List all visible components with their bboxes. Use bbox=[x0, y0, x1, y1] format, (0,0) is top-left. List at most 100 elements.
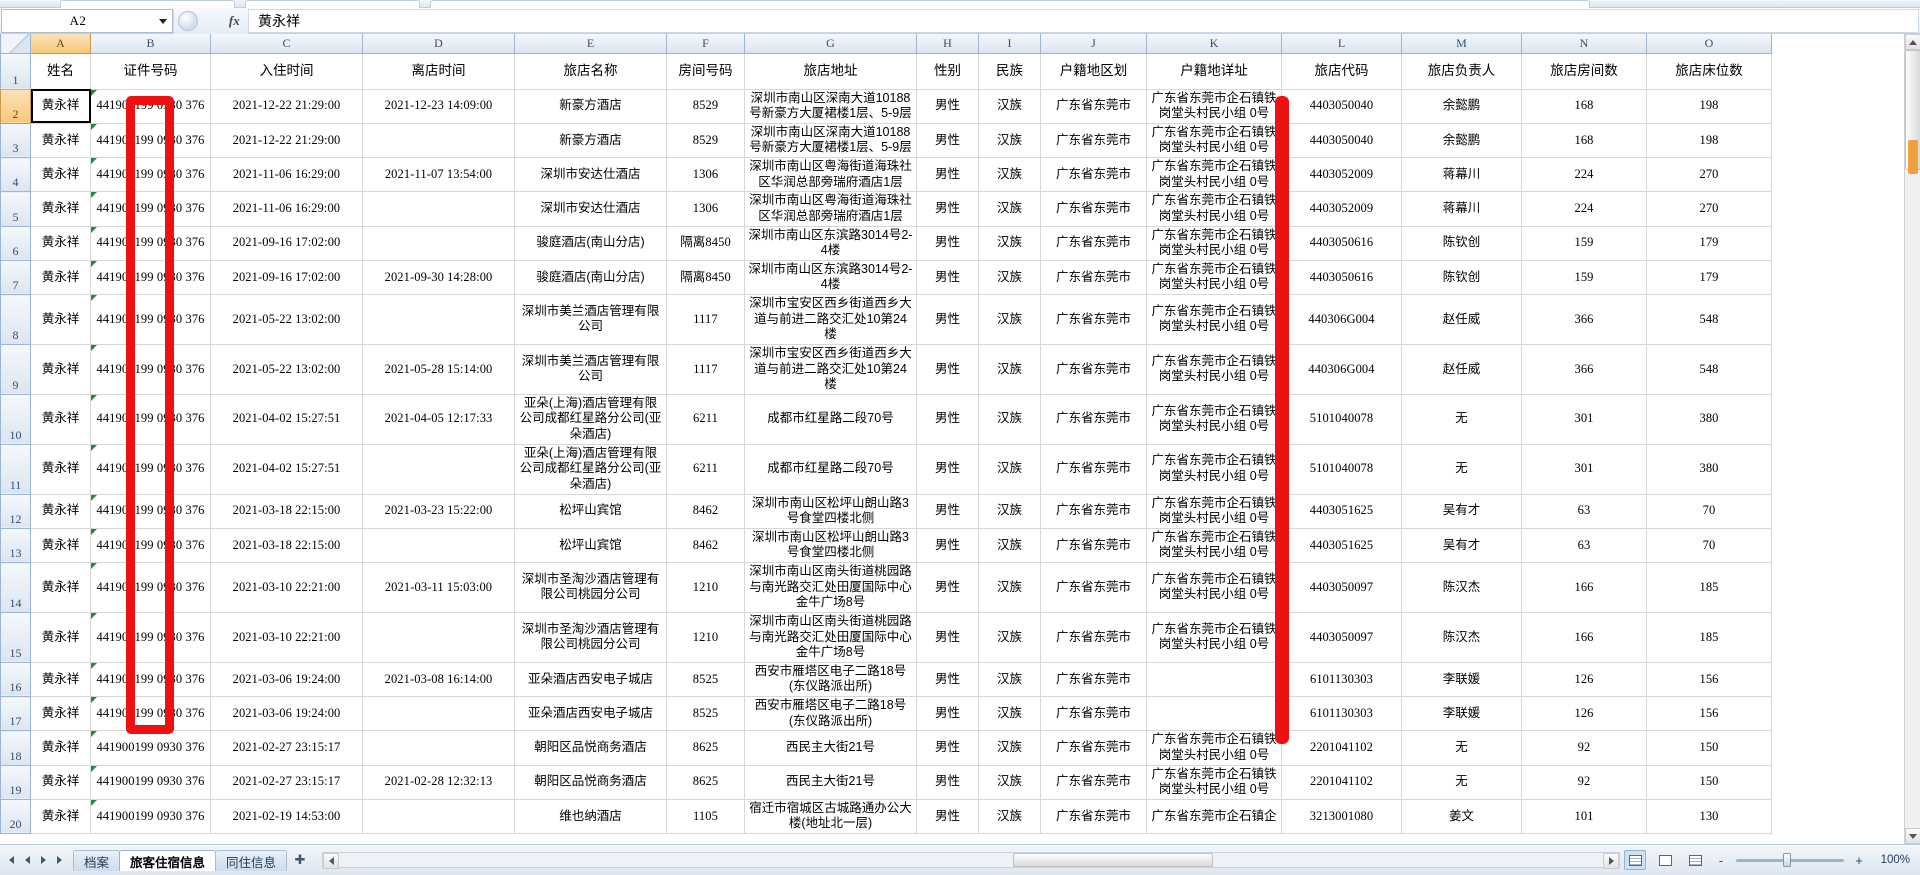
table-row[interactable]: 7 黄永祥 441900199 0930 376 2021-09-16 17:02:0… bbox=[0, 259, 1772, 296]
cell-K7[interactable]: 广东省东莞市企石镇铁岗堂头村民小组 0号 bbox=[1146, 259, 1282, 296]
cell-D10[interactable]: 2021-04-05 12:17:33 bbox=[362, 393, 515, 445]
cell-H3[interactable]: 男性 bbox=[916, 122, 979, 159]
header-cell-N[interactable]: 旅店房间数 bbox=[1521, 52, 1647, 90]
header-cell-D[interactable]: 离店时间 bbox=[362, 52, 515, 90]
cell-J9[interactable]: 广东省东莞市 bbox=[1040, 343, 1147, 395]
table-row[interactable]: 18 黄永祥 441900199 0930 376 2021-02-27 23:15:… bbox=[0, 730, 1772, 766]
cell-B8[interactable]: 441900199 0930 376 bbox=[90, 294, 211, 345]
cell-K8[interactable]: 广东省东莞市企石镇铁岗堂头村民小组 0号 bbox=[1146, 294, 1282, 345]
cell-F13[interactable]: 8462 bbox=[666, 527, 745, 564]
table-row[interactable]: 6 黄永祥 441900199 0930 376 2021-09-16 17:02:0… bbox=[0, 225, 1772, 261]
cell-J8[interactable]: 广东省东莞市 bbox=[1040, 294, 1147, 345]
vertical-scrollbar[interactable] bbox=[1904, 34, 1920, 844]
cell-M15[interactable]: 陈汉杰 bbox=[1401, 611, 1522, 663]
cell-G2[interactable]: 深圳市南山区深南大道10188号新豪方大厦裙楼1层、5-9层 bbox=[744, 88, 917, 124]
row-header-3[interactable]: 3 bbox=[0, 122, 31, 159]
row-header-15[interactable]: 15 bbox=[0, 611, 31, 663]
cell-L6[interactable]: 4403050616 bbox=[1281, 225, 1402, 261]
cell-H15[interactable]: 男性 bbox=[916, 611, 979, 663]
cell-F19[interactable]: 8625 bbox=[666, 764, 745, 800]
cell-I6[interactable]: 汉族 bbox=[978, 225, 1041, 261]
cell-L9[interactable]: 440306G004 bbox=[1281, 343, 1402, 395]
cell-A10[interactable]: 黄永祥 bbox=[30, 393, 91, 445]
sheet-tab-1[interactable]: 档案 bbox=[73, 850, 121, 871]
cell-F17[interactable]: 8525 bbox=[666, 695, 745, 732]
view-normal-icon[interactable] bbox=[1624, 850, 1646, 870]
cell-F15[interactable]: 1210 bbox=[666, 611, 745, 663]
next-sheet-icon[interactable] bbox=[36, 852, 51, 868]
cell-F20[interactable]: 1105 bbox=[666, 798, 745, 835]
row-header-4[interactable]: 4 bbox=[0, 156, 31, 193]
scroll-up-arrow-icon[interactable] bbox=[1905, 34, 1920, 50]
cell-B4[interactable]: 441900199 0930 376 bbox=[90, 156, 211, 193]
cell-E5[interactable]: 深圳市安达仕酒店 bbox=[514, 191, 667, 227]
cell-H18[interactable]: 男性 bbox=[916, 730, 979, 766]
cell-J18[interactable]: 广东省东莞市 bbox=[1040, 730, 1147, 766]
header-cell-L[interactable]: 旅店代码 bbox=[1281, 52, 1402, 90]
cell-H20[interactable]: 男性 bbox=[916, 798, 979, 835]
cell-M11[interactable]: 无 bbox=[1401, 443, 1522, 495]
cell-F9[interactable]: 1117 bbox=[666, 343, 745, 395]
cell-B3[interactable]: 441900199 0930 376 bbox=[90, 122, 211, 159]
ribbon-tab-ghost-3[interactable] bbox=[430, 0, 1590, 8]
cell-G20[interactable]: 宿迁市宿城区古城路通办公大楼(地址北一层) bbox=[744, 798, 917, 835]
cell-L17[interactable]: 6101130303 bbox=[1281, 695, 1402, 732]
cell-I20[interactable]: 汉族 bbox=[978, 798, 1041, 835]
cell-N20[interactable]: 101 bbox=[1521, 798, 1647, 835]
cell-A6[interactable]: 黄永祥 bbox=[30, 225, 91, 261]
cell-N16[interactable]: 126 bbox=[1521, 661, 1647, 698]
cell-C15[interactable]: 2021-03-10 22:21:00 bbox=[210, 611, 363, 663]
horizontal-scrollbar[interactable] bbox=[322, 852, 1620, 869]
column-header-D[interactable]: D bbox=[362, 34, 515, 54]
column-header-O[interactable]: O bbox=[1646, 34, 1772, 54]
cell-L8[interactable]: 440306G004 bbox=[1281, 294, 1402, 345]
cell-B18[interactable]: 441900199 0930 376 bbox=[90, 730, 211, 766]
cell-D3[interactable] bbox=[362, 122, 515, 159]
view-page-break-icon[interactable] bbox=[1684, 850, 1706, 870]
row-header-9[interactable]: 9 bbox=[0, 343, 31, 395]
cell-M14[interactable]: 陈汉杰 bbox=[1401, 562, 1522, 613]
row-header-10[interactable]: 10 bbox=[0, 393, 31, 445]
cell-K4[interactable]: 广东省东莞市企石镇铁岗堂头村民小组 0号 bbox=[1146, 156, 1282, 193]
cell-G8[interactable]: 深圳市宝安区西乡街道西乡大道与前进二路交汇处10第24楼 bbox=[744, 294, 917, 345]
cell-D18[interactable] bbox=[362, 730, 515, 766]
row-header-6[interactable]: 6 bbox=[0, 225, 31, 261]
cell-K15[interactable]: 广东省东莞市企石镇铁岗堂头村民小组 0号 bbox=[1146, 611, 1282, 663]
sheet-tab-2[interactable]: 旅客住宿信息 bbox=[119, 850, 217, 871]
cell-F12[interactable]: 8462 bbox=[666, 493, 745, 529]
zoom-in-button[interactable]: + bbox=[1855, 852, 1863, 868]
cell-N13[interactable]: 63 bbox=[1521, 527, 1647, 564]
cell-A2[interactable]: 黄永祥 bbox=[30, 88, 91, 124]
cell-B20[interactable]: 441900199 0930 376 bbox=[90, 798, 211, 835]
cell-M16[interactable]: 李联媛 bbox=[1401, 661, 1522, 698]
cell-C7[interactable]: 2021-09-16 17:02:00 bbox=[210, 259, 363, 296]
cell-C9[interactable]: 2021-05-22 13:02:00 bbox=[210, 343, 363, 395]
cell-H12[interactable]: 男性 bbox=[916, 493, 979, 529]
cell-A11[interactable]: 黄永祥 bbox=[30, 443, 91, 495]
cell-O20[interactable]: 130 bbox=[1646, 798, 1772, 835]
cell-O12[interactable]: 70 bbox=[1646, 493, 1772, 529]
column-header-E[interactable]: E bbox=[514, 34, 667, 54]
cell-K6[interactable]: 广东省东莞市企石镇铁岗堂头村民小组 0号 bbox=[1146, 225, 1282, 261]
column-header-M[interactable]: M bbox=[1401, 34, 1522, 54]
cell-O6[interactable]: 179 bbox=[1646, 225, 1772, 261]
cell-I17[interactable]: 汉族 bbox=[978, 695, 1041, 732]
cell-F2[interactable]: 8529 bbox=[666, 88, 745, 124]
cell-A4[interactable]: 黄永祥 bbox=[30, 156, 91, 193]
cell-A13[interactable]: 黄永祥 bbox=[30, 527, 91, 564]
cell-A15[interactable]: 黄永祥 bbox=[30, 611, 91, 663]
cell-J15[interactable]: 广东省东莞市 bbox=[1040, 611, 1147, 663]
cell-A17[interactable]: 黄永祥 bbox=[30, 695, 91, 732]
cell-H11[interactable]: 男性 bbox=[916, 443, 979, 495]
cell-M8[interactable]: 赵任威 bbox=[1401, 294, 1522, 345]
cell-M5[interactable]: 蒋幕川 bbox=[1401, 191, 1522, 227]
cell-D7[interactable]: 2021-09-30 14:28:00 bbox=[362, 259, 515, 296]
cell-G12[interactable]: 深圳市南山区松坪山朗山路3号食堂四楼北侧 bbox=[744, 493, 917, 529]
cell-C16[interactable]: 2021-03-06 19:24:00 bbox=[210, 661, 363, 698]
cell-A3[interactable]: 黄永祥 bbox=[30, 122, 91, 159]
cell-E2[interactable]: 新豪方酒店 bbox=[514, 88, 667, 124]
cell-D14[interactable]: 2021-03-11 15:03:00 bbox=[362, 562, 515, 613]
cell-L16[interactable]: 6101130303 bbox=[1281, 661, 1402, 698]
cell-N14[interactable]: 166 bbox=[1521, 562, 1647, 613]
cell-B17[interactable]: 441900199 0930 376 bbox=[90, 695, 211, 732]
